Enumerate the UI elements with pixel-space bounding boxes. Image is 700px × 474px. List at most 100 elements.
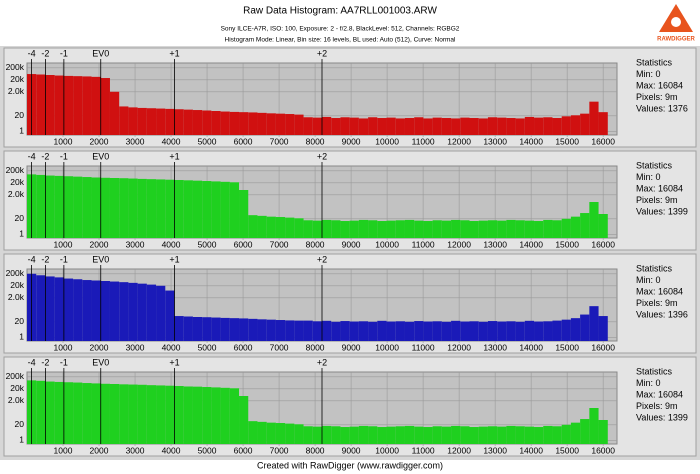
histogram-bar xyxy=(386,426,396,444)
histogram-bar xyxy=(248,318,258,341)
y-tick-label: 1 xyxy=(19,229,24,239)
x-tick-label: 7000 xyxy=(270,239,289,249)
histogram-bar xyxy=(73,76,83,135)
histogram-bar xyxy=(275,320,286,341)
histogram-bar xyxy=(220,111,230,135)
histogram-bar xyxy=(441,426,452,444)
histogram-bar xyxy=(487,321,498,341)
histogram-bar xyxy=(340,117,350,135)
histogram-bar xyxy=(395,118,405,135)
histogram-bar xyxy=(91,177,101,238)
histogram-bar xyxy=(211,181,221,238)
x-tick-label: 14000 xyxy=(519,136,543,146)
y-tick-label: 1 xyxy=(19,435,24,445)
x-tick-label: 13000 xyxy=(483,136,507,146)
histogram-bar xyxy=(266,216,276,238)
histogram-bar xyxy=(497,426,507,444)
x-tick-label: 15000 xyxy=(555,342,579,352)
histogram-bar xyxy=(192,180,203,238)
histogram-bar xyxy=(580,419,590,444)
histogram-bar xyxy=(312,220,322,238)
histogram-bar xyxy=(266,113,276,135)
x-tick-label: 2000 xyxy=(90,445,109,455)
x-tick-label: 11000 xyxy=(412,136,435,146)
histogram-bar xyxy=(322,219,332,238)
x-tick-label: 8000 xyxy=(306,445,325,455)
x-tick-label: 13000 xyxy=(483,445,507,455)
histogram-bar xyxy=(423,221,433,238)
ev-label: +1 xyxy=(169,48,179,58)
histogram-bar xyxy=(156,385,166,444)
x-tick-label: 5000 xyxy=(198,445,217,455)
histogram-bar xyxy=(119,106,129,135)
histogram-bar xyxy=(497,117,507,135)
histogram-bar xyxy=(340,321,350,341)
ev-label: -2 xyxy=(41,48,49,58)
stats-line: Max: 16084 xyxy=(636,286,683,296)
x-tick-label: 10000 xyxy=(375,136,399,146)
histogram-bar xyxy=(506,219,516,238)
y-tick-label: 200k xyxy=(6,165,25,175)
ev-label: -1 xyxy=(60,254,68,264)
histogram-bar xyxy=(45,381,55,444)
histogram-bar xyxy=(202,317,212,341)
histogram-bar xyxy=(202,387,212,444)
histogram-bar xyxy=(524,426,535,444)
x-tick-label: 15000 xyxy=(555,445,579,455)
histogram-bar xyxy=(524,220,535,238)
histogram-bar xyxy=(349,321,359,341)
histogram-bar xyxy=(156,108,166,135)
x-tick-label: 4000 xyxy=(162,239,181,249)
histogram-bar xyxy=(54,381,64,444)
x-tick-label: 3000 xyxy=(126,239,145,249)
histogram-bar xyxy=(589,202,599,238)
histogram-bar xyxy=(386,117,396,135)
y-tick-label: 1 xyxy=(19,332,24,342)
ev-label: +1 xyxy=(169,357,179,367)
histogram-bar xyxy=(368,220,378,238)
histogram-bar xyxy=(561,424,571,444)
histogram-bar xyxy=(478,426,488,444)
x-tick-label: 11000 xyxy=(412,445,435,455)
histogram-bar xyxy=(146,179,157,238)
x-tick-label: 16000 xyxy=(591,342,615,352)
y-tick-label: 20 xyxy=(15,213,25,223)
histogram-bar xyxy=(478,220,488,238)
histogram-bar xyxy=(460,220,470,238)
histogram-bar xyxy=(137,384,147,444)
histogram-panel: 1 20 2.0k 20k 200k 1000 2000 3000 4000 5000 6000 70… xyxy=(3,150,697,251)
ev-label: -1 xyxy=(60,357,68,367)
histogram-bar xyxy=(432,117,442,135)
histogram-bar xyxy=(368,321,378,341)
histogram-bar xyxy=(543,219,553,238)
histogram-bar xyxy=(275,423,286,444)
histogram-bar xyxy=(54,175,64,238)
ev-label: -1 xyxy=(60,48,68,58)
histogram-bar xyxy=(543,321,553,341)
histogram-bar xyxy=(580,213,590,238)
histogram-bar xyxy=(165,385,175,444)
x-tick-label: 3000 xyxy=(126,342,145,352)
ev-label: -2 xyxy=(41,151,49,161)
stats-line: Values: 1376 xyxy=(636,103,688,113)
histogram-bar xyxy=(303,426,313,444)
histogram-bar xyxy=(423,427,433,444)
x-tick-label: 2000 xyxy=(90,239,109,249)
histogram-bar xyxy=(109,91,120,135)
stats-line: Pixels: 9m xyxy=(636,195,678,205)
histogram-bar xyxy=(294,424,304,444)
x-tick-label: 10000 xyxy=(375,239,399,249)
x-tick-label: 9000 xyxy=(342,445,361,455)
histogram-bar xyxy=(377,320,387,341)
histogram-bar xyxy=(183,109,193,135)
histogram-bar xyxy=(395,321,405,341)
x-tick-label: 16000 xyxy=(591,239,615,249)
histogram-bar xyxy=(257,319,267,341)
histogram-bar xyxy=(460,426,470,444)
title: Raw Data Histogram: AA7RLL001003.ARW xyxy=(243,6,437,17)
histogram-bar xyxy=(239,396,249,444)
histogram-bar xyxy=(285,423,295,444)
histogram-bar xyxy=(257,421,267,444)
histogram-bar xyxy=(229,111,240,135)
histogram-bar xyxy=(368,426,378,444)
